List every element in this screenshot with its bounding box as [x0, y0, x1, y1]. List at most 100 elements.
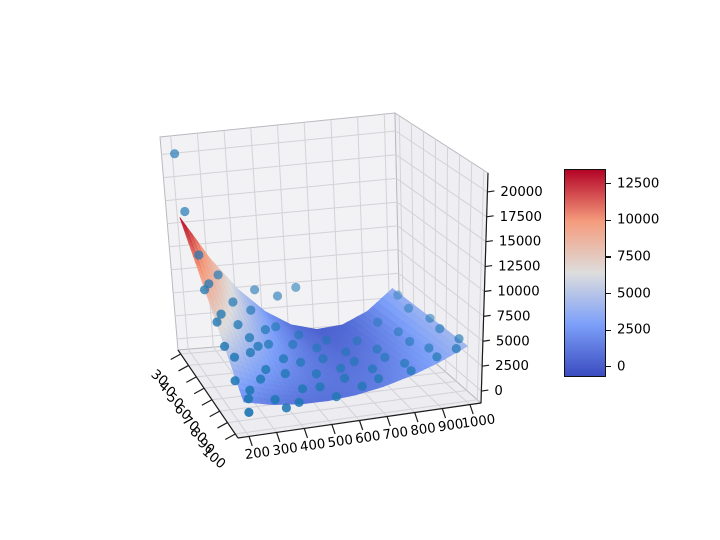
- grid-line: [170, 135, 189, 350]
- grid-line: [482, 339, 490, 342]
- grid-line: [481, 389, 489, 392]
- grid-line: [177, 349, 239, 439]
- scatter-point: [406, 366, 416, 376]
- grid-line: [395, 154, 487, 218]
- scatter-point: [245, 385, 255, 395]
- scatter-point: [213, 270, 223, 280]
- scatter-point: [312, 343, 322, 353]
- grid-line: [487, 190, 495, 193]
- x-tick-label: 800: [410, 421, 437, 439]
- grid-line: [466, 162, 473, 391]
- scatter-point: [278, 354, 289, 364]
- scatter-point: [230, 376, 240, 386]
- grid-line: [250, 127, 265, 344]
- scatter-point: [294, 397, 304, 407]
- scatter-points: [170, 149, 464, 417]
- grid-line: [186, 376, 197, 383]
- z-tick-label: 7500: [497, 309, 531, 324]
- grid-line: [358, 420, 364, 431]
- scatter-point: [454, 334, 464, 344]
- scatter-point: [380, 352, 390, 362]
- scatter-point: [180, 206, 190, 217]
- grid-line: [483, 314, 491, 317]
- colorbar-tick-label: 12500: [617, 176, 660, 192]
- scatter-point: [352, 336, 362, 346]
- colorbar-gradient: [564, 169, 606, 377]
- grid-line: [485, 264, 493, 268]
- scatter-point: [253, 341, 263, 351]
- colorbar-tick-label: 7500: [617, 249, 651, 265]
- scatter-point: [318, 354, 328, 364]
- grid-line: [235, 399, 478, 435]
- grid-line: [486, 215, 494, 218]
- grid-line: [169, 225, 398, 248]
- scatter-point: [271, 322, 281, 332]
- scatter-point: [315, 382, 325, 392]
- scatter-point: [256, 374, 266, 384]
- scatter-point: [296, 357, 306, 367]
- grid-line: [276, 432, 281, 443]
- scatter-point: [331, 392, 341, 402]
- scatter-point: [245, 347, 255, 358]
- scatter-point: [373, 374, 384, 384]
- scatter-point: [260, 325, 270, 335]
- z-tick-label: 15000: [499, 235, 541, 250]
- grid-line: [330, 119, 340, 337]
- scatter-point: [367, 364, 378, 374]
- colorbar-tick: [606, 183, 611, 185]
- scatter-point: [425, 313, 435, 323]
- grid-line: [201, 399, 213, 406]
- scatter-point: [216, 309, 226, 319]
- scatter-point: [432, 352, 442, 362]
- scatter-point: [336, 363, 346, 373]
- grid-line: [331, 424, 336, 435]
- scatter-point: [170, 149, 180, 159]
- colorbar-tick: [606, 219, 611, 221]
- scatter-point: [297, 384, 308, 394]
- z-tick-label: 10000: [497, 284, 539, 299]
- scatter-point: [250, 285, 260, 295]
- scatter-point: [261, 364, 271, 375]
- grid-line: [277, 124, 290, 342]
- scatter-point: [341, 347, 351, 357]
- grid-line: [484, 289, 492, 293]
- scatter-point: [393, 290, 403, 300]
- grid-line: [165, 177, 397, 202]
- grid-line: [398, 272, 484, 342]
- scatter-point: [349, 356, 359, 367]
- scatter-point: [404, 303, 414, 313]
- grid-line: [396, 201, 486, 267]
- colorbar-tick: [606, 366, 611, 368]
- scatter-point: [405, 336, 415, 347]
- x-tick-label: 900: [437, 417, 464, 435]
- colorbar-tick: [606, 329, 611, 331]
- scatter-point: [270, 395, 280, 405]
- z-tick-label: 17500: [500, 210, 542, 225]
- grid-line: [163, 154, 397, 179]
- scatter-point: [357, 381, 367, 391]
- grid-line: [175, 296, 400, 317]
- scatter-point: [194, 250, 204, 260]
- grid-line: [170, 353, 182, 361]
- colorbar-tick-label: 5000: [617, 286, 651, 301]
- colorbar-tick: [606, 293, 611, 295]
- grid-line: [357, 116, 366, 335]
- scatter-point: [393, 327, 403, 337]
- colorbar-tick-label: 2500: [617, 322, 651, 338]
- scatter-point: [220, 341, 230, 351]
- grid-line: [476, 170, 485, 400]
- axes: [170, 172, 495, 447]
- grid-line: [196, 133, 214, 348]
- grid-line: [227, 390, 467, 424]
- grid-line: [178, 364, 189, 372]
- scatter-point: [294, 330, 304, 340]
- scatter-point: [424, 343, 434, 353]
- grid-line: [217, 422, 228, 429]
- x-tick-label: 400: [299, 437, 326, 455]
- grid-lines: [161, 114, 488, 437]
- colorbar-tick-label: 0: [617, 359, 626, 375]
- scatter-point: [228, 297, 238, 307]
- x-tick-label: 300: [272, 441, 299, 459]
- grid-line: [248, 436, 253, 447]
